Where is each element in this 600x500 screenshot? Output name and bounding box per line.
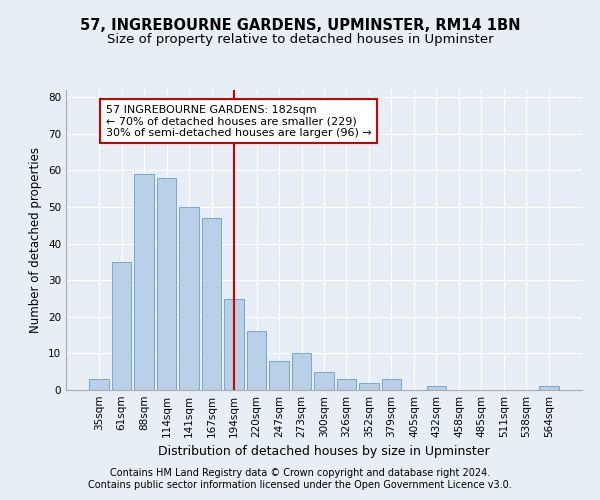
Bar — [157, 178, 176, 390]
X-axis label: Distribution of detached houses by size in Upminster: Distribution of detached houses by size … — [158, 446, 490, 458]
Text: Contains HM Land Registry data © Crown copyright and database right 2024.: Contains HM Land Registry data © Crown c… — [110, 468, 490, 477]
Bar — [382, 379, 401, 390]
Bar — [314, 372, 334, 390]
Bar — [224, 298, 244, 390]
Y-axis label: Number of detached properties: Number of detached properties — [29, 147, 43, 333]
Bar — [269, 360, 289, 390]
Bar — [359, 382, 379, 390]
Bar — [89, 379, 109, 390]
Bar — [427, 386, 446, 390]
Bar — [134, 174, 154, 390]
Bar — [112, 262, 131, 390]
Text: 57 INGREBOURNE GARDENS: 182sqm
← 70% of detached houses are smaller (229)
30% of: 57 INGREBOURNE GARDENS: 182sqm ← 70% of … — [106, 104, 371, 138]
Bar — [539, 386, 559, 390]
Bar — [247, 332, 266, 390]
Bar — [179, 207, 199, 390]
Text: Size of property relative to detached houses in Upminster: Size of property relative to detached ho… — [107, 32, 493, 46]
Bar — [202, 218, 221, 390]
Bar — [337, 379, 356, 390]
Bar — [292, 354, 311, 390]
Text: 57, INGREBOURNE GARDENS, UPMINSTER, RM14 1BN: 57, INGREBOURNE GARDENS, UPMINSTER, RM14… — [80, 18, 520, 32]
Text: Contains public sector information licensed under the Open Government Licence v3: Contains public sector information licen… — [88, 480, 512, 490]
